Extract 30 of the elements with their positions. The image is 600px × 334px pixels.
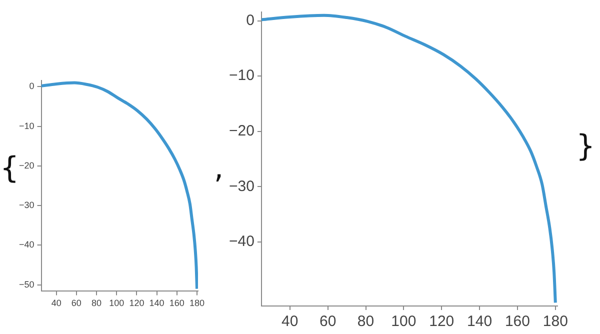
y-tick-label: 0 bbox=[29, 81, 34, 92]
x-tick-label: 140 bbox=[467, 313, 492, 330]
y-tick-label: −40 bbox=[18, 240, 34, 250]
y-tick-label: −50 bbox=[18, 279, 34, 290]
x-tick-label: 120 bbox=[429, 313, 454, 330]
x-tick-label: 40 bbox=[51, 298, 62, 308]
text: { bbox=[0, 151, 20, 186]
x-tick-label: 80 bbox=[92, 298, 102, 308]
y-tick-label: −40 bbox=[228, 233, 254, 250]
y-tick-label: 0 bbox=[246, 12, 254, 29]
y-tick-label: −10 bbox=[18, 120, 34, 131]
y-tick-label: −10 bbox=[228, 67, 254, 84]
y-tick-label: −30 bbox=[228, 178, 254, 195]
x-tick-label: 180 bbox=[542, 313, 568, 330]
y-tick-label: −20 bbox=[228, 122, 254, 140]
x-tick-label: 180 bbox=[189, 298, 205, 308]
x-tick-label: 160 bbox=[504, 313, 530, 330]
y-tick-label: −30 bbox=[18, 200, 34, 210]
text: } bbox=[576, 129, 596, 164]
x-tick-label: 60 bbox=[319, 313, 336, 330]
x-tick-label: 40 bbox=[282, 313, 298, 330]
x-tick-label: 100 bbox=[391, 313, 416, 330]
x-tick-label: 140 bbox=[149, 298, 164, 308]
x-tick-label: 160 bbox=[169, 298, 184, 308]
y-tick-label: −20 bbox=[18, 160, 34, 170]
text: , bbox=[214, 151, 224, 186]
x-tick-label: 80 bbox=[357, 313, 374, 330]
x-tick-label: 100 bbox=[109, 298, 124, 308]
x-tick-label: 120 bbox=[129, 298, 144, 308]
x-tick-label: 60 bbox=[71, 298, 82, 308]
